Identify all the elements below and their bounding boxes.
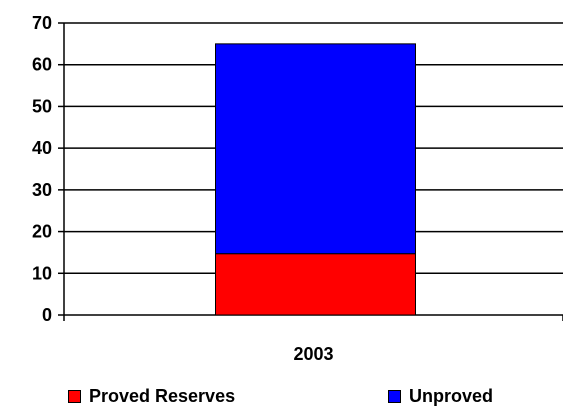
legend-item-proved-reserves: Proved Reserves — [68, 386, 388, 407]
x-axis: 2003 — [63, 315, 563, 364]
y-tick-label: 40 — [32, 138, 52, 158]
y-tick-label: 20 — [32, 222, 52, 242]
y-tick-label: 50 — [32, 96, 52, 116]
bar-segment-proved-reserves — [215, 253, 416, 316]
y-tick-label: 10 — [32, 263, 52, 283]
y-axis: 0 10 20 30 40 50 60 70 — [32, 13, 65, 325]
y-tick-label: 0 — [42, 305, 52, 325]
y-tick-label: 60 — [32, 55, 52, 75]
y-tick-label: 70 — [32, 13, 52, 33]
legend-item-unproved: Unproved — [388, 386, 493, 407]
legend-label-proved-reserves: Proved Reserves — [89, 386, 236, 406]
y-tick-label: 30 — [32, 180, 52, 200]
bars — [215, 43, 416, 316]
legend-swatch-proved-reserves — [68, 390, 81, 403]
bar-segment-unproved — [215, 43, 416, 255]
legend-swatch-unproved — [388, 390, 401, 403]
legend: Proved Reserves Unproved — [68, 386, 493, 407]
x-category-label: 2003 — [293, 344, 333, 364]
stacked-bar-chart: 0 10 20 30 40 50 60 70 2003 — [32, 13, 563, 364]
legend-label-unproved: Unproved — [409, 386, 494, 406]
